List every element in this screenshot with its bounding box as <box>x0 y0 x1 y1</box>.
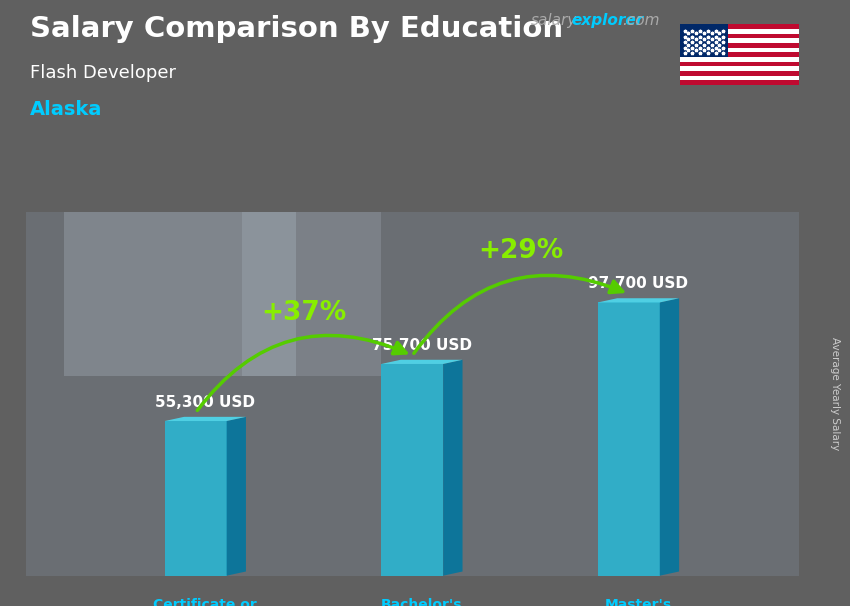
Text: Bachelor's
Degree: Bachelor's Degree <box>381 598 462 606</box>
Bar <box>680 57 799 62</box>
Polygon shape <box>165 417 246 421</box>
Bar <box>680 71 799 76</box>
Bar <box>242 212 382 376</box>
Text: .com: .com <box>622 13 660 28</box>
Text: 97,700 USD: 97,700 USD <box>588 276 688 291</box>
Text: Flash Developer: Flash Developer <box>30 64 176 82</box>
Bar <box>680 62 799 66</box>
Polygon shape <box>382 360 462 364</box>
Text: explorer: explorer <box>571 13 643 28</box>
Bar <box>680 80 799 85</box>
Text: Salary Comparison By Education: Salary Comparison By Education <box>30 15 563 43</box>
Polygon shape <box>443 360 462 576</box>
Text: Alaska: Alaska <box>30 100 102 119</box>
Polygon shape <box>598 298 679 302</box>
Text: +29%: +29% <box>478 238 564 264</box>
Bar <box>26 212 799 576</box>
Bar <box>680 38 799 43</box>
Text: Certificate or
Diploma: Certificate or Diploma <box>154 598 258 606</box>
Bar <box>382 364 443 576</box>
Bar <box>680 66 799 71</box>
Bar <box>680 24 728 57</box>
Bar <box>680 43 799 47</box>
Bar <box>680 33 799 38</box>
Bar <box>680 47 799 52</box>
Bar <box>680 76 799 80</box>
Text: 55,300 USD: 55,300 USD <box>156 395 255 410</box>
Bar <box>680 24 799 29</box>
Bar <box>598 302 660 576</box>
Text: 75,700 USD: 75,700 USD <box>372 338 472 353</box>
Bar <box>680 52 799 57</box>
Text: salary: salary <box>531 13 577 28</box>
Bar <box>65 212 296 376</box>
Text: Master's
Degree: Master's Degree <box>605 598 672 606</box>
Bar <box>680 29 799 33</box>
Bar <box>165 421 227 576</box>
Polygon shape <box>660 298 679 576</box>
Text: +37%: +37% <box>261 299 347 325</box>
Polygon shape <box>227 417 246 576</box>
Text: Average Yearly Salary: Average Yearly Salary <box>830 338 840 450</box>
